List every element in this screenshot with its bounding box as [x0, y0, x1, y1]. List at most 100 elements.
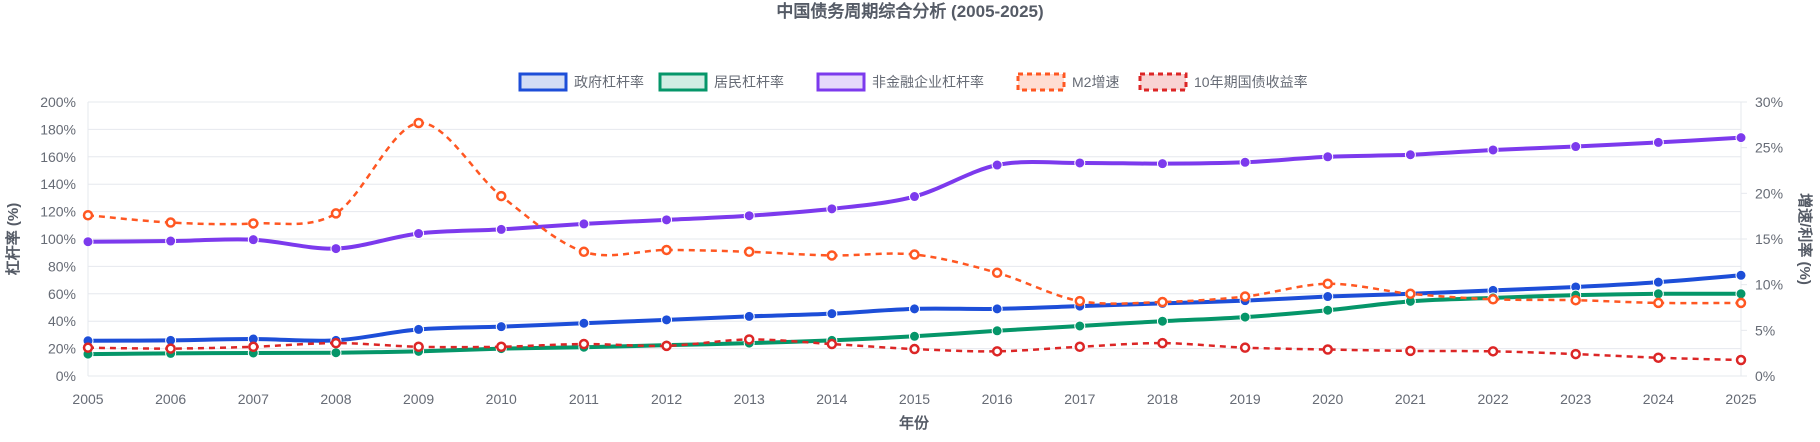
- legend-swatch: [1016, 72, 1066, 92]
- data-point: [909, 249, 920, 260]
- data-point: [1156, 158, 1168, 170]
- data-point: [330, 337, 342, 349]
- data-point: [1322, 291, 1334, 303]
- data-point: [1074, 157, 1086, 169]
- series-group: [82, 117, 1747, 366]
- data-point: [495, 223, 507, 235]
- data-point: [1239, 291, 1251, 302]
- legend-label: 居民杠杆率: [714, 74, 784, 90]
- series-line: [87, 121, 1742, 305]
- data-point: [826, 250, 838, 261]
- data-point: [82, 342, 94, 353]
- data-point: [413, 323, 425, 335]
- x-tick-label: 2018: [1147, 391, 1178, 407]
- y-axis-right: 0% 5% 10% 15% 20% 25% 30%: [1755, 94, 1783, 384]
- y-tick-label: 0%: [56, 368, 76, 384]
- x-tick-label: 2023: [1560, 391, 1591, 407]
- x-tick-label: 2006: [155, 391, 186, 407]
- data-point: [495, 321, 507, 333]
- data-point: [578, 317, 590, 329]
- x-tick-label: 2005: [72, 391, 103, 407]
- legend-item[interactable]: 居民杠杆率: [658, 72, 784, 92]
- data-point: [1570, 348, 1581, 360]
- data-point: [1487, 144, 1499, 156]
- y2-tick-label: 30%: [1755, 94, 1783, 110]
- x-tick-label: 2017: [1064, 391, 1095, 407]
- data-point: [1322, 278, 1333, 290]
- data-point: [826, 338, 838, 350]
- legend-label: 政府杠杆率: [574, 74, 644, 90]
- data-point: [1157, 337, 1168, 349]
- y-tick-label: 80%: [48, 258, 76, 274]
- x-tick-label: 2010: [486, 391, 517, 407]
- data-point: [247, 234, 259, 246]
- data-point: [1239, 342, 1251, 353]
- y-tick-label: 140%: [40, 176, 76, 192]
- data-point: [1570, 141, 1582, 153]
- legend-label: M2增速: [1072, 74, 1119, 90]
- data-point: [165, 217, 176, 228]
- legend-swatch: [658, 72, 708, 92]
- data-point: [1405, 345, 1416, 357]
- data-point: [82, 236, 94, 248]
- data-point: [661, 314, 673, 326]
- chart-title: 中国债务周期综合分析 (2005-2025): [776, 1, 1043, 21]
- data-point: [413, 341, 424, 353]
- y-tick-label: 20%: [48, 341, 76, 357]
- y2-tick-label: 5%: [1755, 322, 1775, 338]
- data-point: [413, 117, 424, 129]
- data-point: [330, 347, 342, 359]
- data-point: [1652, 288, 1664, 300]
- data-point: [82, 210, 94, 221]
- data-point: [743, 246, 755, 258]
- x-tick-label: 2021: [1395, 391, 1426, 407]
- data-point: [1735, 269, 1747, 281]
- data-point: [1487, 346, 1499, 357]
- grid: [87, 101, 1747, 377]
- legend-item[interactable]: 10年期国债收益率: [1138, 72, 1308, 92]
- data-point: [248, 218, 259, 229]
- data-point: [1735, 288, 1747, 300]
- data-point: [165, 235, 177, 247]
- y-tick-label: 60%: [48, 286, 76, 302]
- x-tick-label: 2016: [982, 391, 1013, 407]
- x-tick-label: 2012: [651, 391, 682, 407]
- data-point: [330, 243, 342, 255]
- x-tick-label: 2024: [1643, 391, 1674, 407]
- y-axis-left: 0% 20% 40% 60% 80% 100% 120% 140% 160% 180% 200%: [40, 94, 76, 384]
- y2-tick-label: 25%: [1755, 140, 1783, 156]
- data-point: [743, 310, 755, 322]
- y-tick-label: 120%: [40, 204, 76, 220]
- data-point: [1653, 297, 1664, 309]
- x-tick-label: 2007: [238, 391, 269, 407]
- data-point: [909, 343, 920, 355]
- data-point: [661, 244, 672, 256]
- legend-item[interactable]: 非金融企业杠杆率: [816, 72, 984, 92]
- data-point: [496, 190, 507, 202]
- x-axis: 2005 2006 2007 2008 2009 2010 2011 2012 2013 2014…: [72, 391, 1756, 407]
- legend-item[interactable]: M2增速: [1016, 72, 1119, 92]
- data-point: [1074, 320, 1086, 332]
- data-point: [743, 334, 755, 345]
- data-point: [330, 208, 342, 219]
- x-axis-title: 年份: [899, 414, 930, 432]
- y2-tick-label: 0%: [1755, 368, 1775, 384]
- x-tick-label: 2013: [734, 391, 765, 407]
- x-tick-label: 2025: [1725, 391, 1756, 407]
- data-point: [413, 228, 425, 240]
- y-tick-label: 40%: [48, 313, 76, 329]
- data-point: [991, 325, 1003, 337]
- data-point: [1239, 311, 1251, 323]
- data-point: [1652, 276, 1664, 288]
- data-point: [248, 341, 259, 353]
- x-tick-label: 2019: [1230, 391, 1261, 407]
- x-tick-label: 2020: [1312, 391, 1343, 407]
- y2-tick-label: 20%: [1755, 185, 1783, 201]
- legend-item[interactable]: 政府杠杆率: [518, 72, 644, 92]
- y-tick-label: 200%: [40, 94, 76, 110]
- data-point: [743, 210, 755, 222]
- data-point: [1487, 294, 1499, 305]
- y-tick-label: 100%: [40, 231, 76, 247]
- data-point: [909, 330, 920, 342]
- data-point: [1156, 315, 1168, 327]
